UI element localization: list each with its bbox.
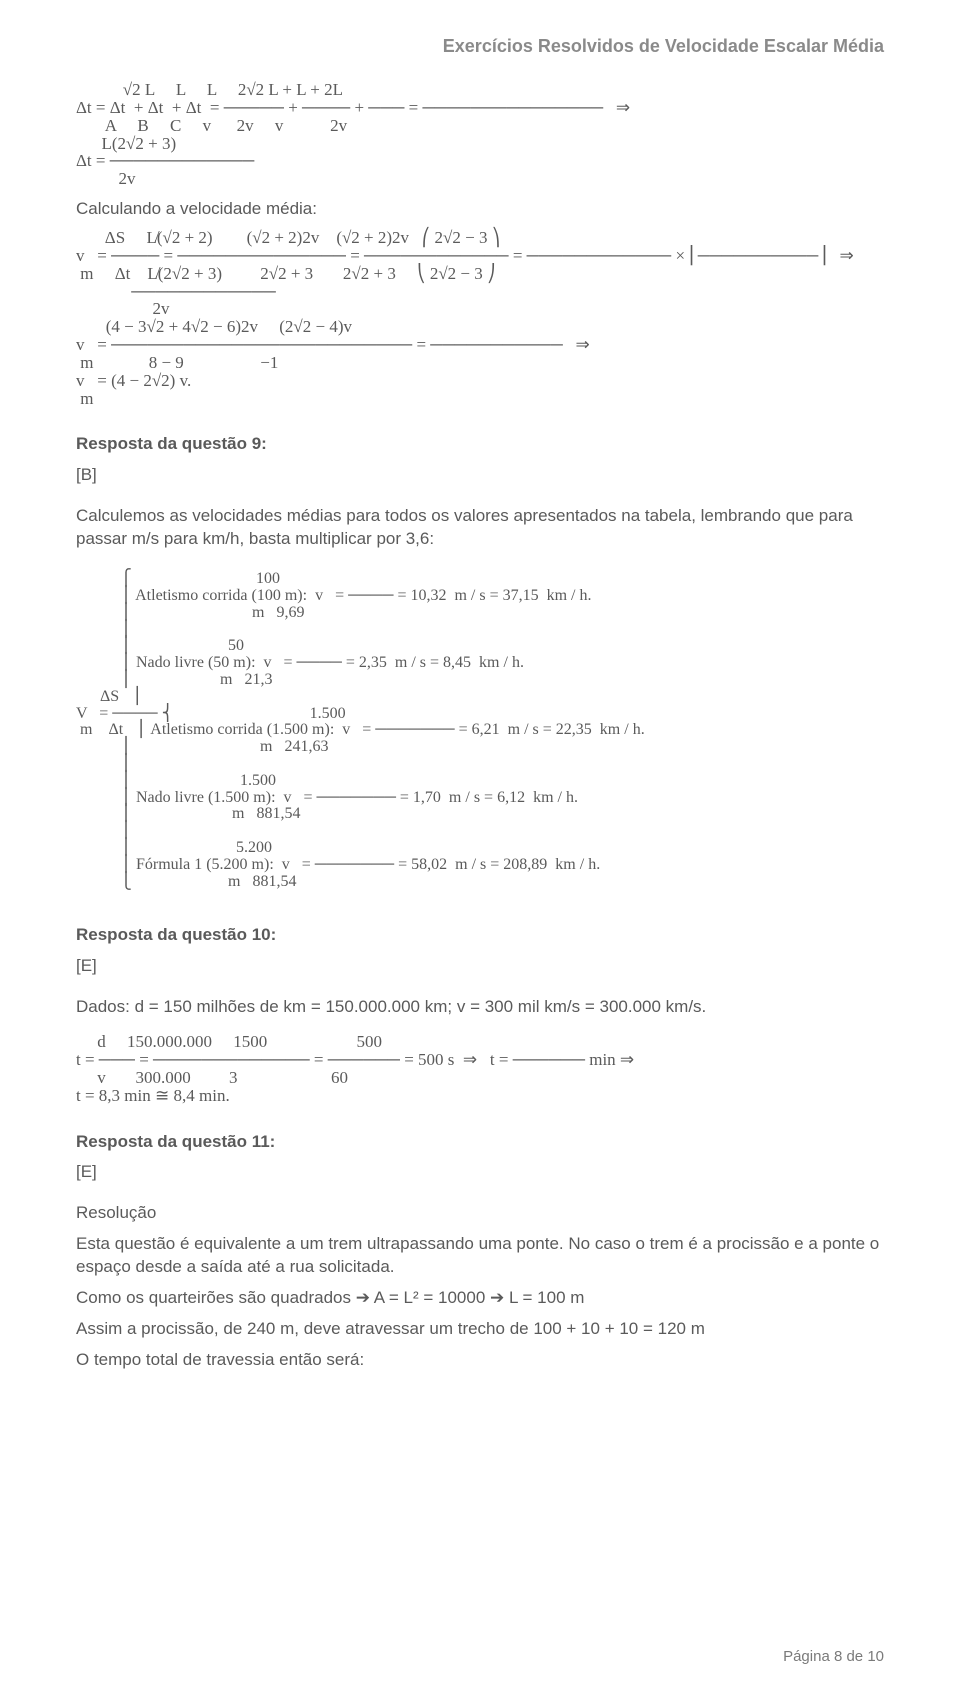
math-block-time: d 150.000.000 1500 500 t = ─── = ───────… bbox=[76, 1033, 884, 1104]
answer-11-p4: O tempo total de travessia então será: bbox=[76, 1349, 884, 1372]
answer-11-label: Resposta da questão 11: bbox=[76, 1131, 884, 1154]
answer-9-text: Calculemos as velocidades médias para to… bbox=[76, 505, 884, 551]
answer-9-letter: [B] bbox=[76, 464, 884, 487]
answer-10-dados: Dados: d = 150 milhões de km = 150.000.0… bbox=[76, 996, 884, 1019]
answer-9-label: Resposta da questão 9: bbox=[76, 433, 884, 456]
answer-11-letter: [E] bbox=[76, 1161, 884, 1184]
answer-10-label: Resposta da questão 10: bbox=[76, 924, 884, 947]
math-block-vm: ΔS L̸(√2 + 2) (√2 + 2)2v (√2 + 2)2v ⎛ 2√… bbox=[76, 229, 884, 407]
math-block-cases: ⎧ 100 ⎪ Atletismo corrida (100 m): v = ─… bbox=[76, 571, 884, 890]
page-footer: Página 8 de 10 bbox=[783, 1648, 884, 1665]
page-header-title: Exercícios Resolvidos de Velocidade Esca… bbox=[76, 36, 884, 57]
answer-11-resolucao: Resolução bbox=[76, 1202, 884, 1225]
math-block-dt: √2 L L L 2√2 L + L + 2L Δt = Δt + Δt + Δ… bbox=[76, 81, 884, 188]
answer-11-p1: Esta questão é equivalente a um trem ult… bbox=[76, 1233, 884, 1279]
calc-velocidade-media-label: Calculando a velocidade média: bbox=[76, 198, 884, 221]
answer-11-p2: Como os quarteirões são quadrados ➔ A = … bbox=[76, 1287, 884, 1310]
answer-11-p3: Assim a procissão, de 240 m, deve atrave… bbox=[76, 1318, 884, 1341]
page: Exercícios Resolvidos de Velocidade Esca… bbox=[0, 0, 960, 1693]
answer-10-letter: [E] bbox=[76, 955, 884, 978]
